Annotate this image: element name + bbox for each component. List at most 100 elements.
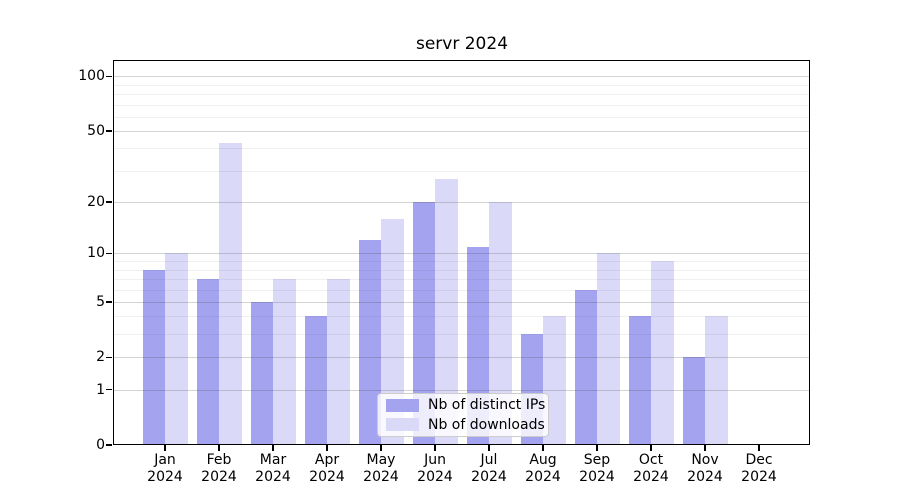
y-tick-label-2: 2: [96, 349, 105, 366]
bar-jun-downloads: [435, 178, 458, 445]
bar-feb-downloads: [219, 142, 242, 445]
x-tick-year-oct: 2024: [633, 469, 669, 485]
bar-nov-distinct-ips: [682, 357, 705, 445]
legend: Nb of distinct IPs Nb of downloads: [377, 393, 549, 437]
bar-nov-downloads: [705, 316, 728, 445]
x-tick-mark-dec: [758, 445, 760, 451]
x-tick-year-jan: 2024: [147, 469, 183, 485]
bar-apr-downloads: [327, 278, 350, 445]
legend-label-downloads: Nb of downloads: [428, 416, 545, 433]
y-tick-mark-100: [106, 75, 112, 78]
x-tick-mark-sep: [596, 445, 598, 451]
bar-oct-downloads: [651, 261, 674, 445]
x-tick-label-feb: Feb 2024: [191, 452, 247, 486]
y-tick-label-0: 0: [96, 437, 105, 453]
y-tick-mark-0: [106, 444, 112, 446]
y-tick-label-50: 50: [87, 122, 105, 139]
x-tick-year-jun: 2024: [417, 469, 453, 485]
x-tick-month-apr: Apr: [314, 452, 340, 468]
y-tick-mark-5: [106, 301, 112, 303]
x-tick-mark-mar: [272, 445, 274, 451]
gridline-major-50: [113, 130, 810, 132]
gridline-major-10: [113, 253, 810, 255]
gridline-minor-40: [113, 148, 810, 150]
x-tick-month-jun: Jun: [424, 452, 446, 468]
x-tick-mark-aug: [542, 445, 544, 451]
bar-may-distinct-ips: [358, 240, 381, 445]
x-tick-label-dec: Dec 2024: [731, 452, 787, 486]
x-tick-label-nov: Nov 2024: [677, 452, 733, 486]
x-tick-label-may: May 2024: [353, 452, 409, 486]
x-tick-year-may: 2024: [363, 469, 399, 485]
x-tick-month-may: May: [366, 452, 396, 468]
x-tick-year-dec: 2024: [741, 469, 777, 485]
x-tick-month-jul: Jul: [480, 452, 498, 468]
y-tick-label-10: 10: [87, 245, 105, 262]
x-tick-label-jul: Jul 2024: [461, 452, 517, 486]
gridline-minor-30: [113, 170, 810, 172]
gridline-minor-90: [113, 84, 810, 86]
legend-entry-distinct-ips: Nb of distinct IPs: [386, 397, 545, 414]
y-tick-label-1: 1: [96, 381, 105, 398]
x-tick-label-mar: Mar 2024: [245, 452, 301, 486]
x-tick-label-jun: Jun 2024: [407, 452, 463, 486]
x-tick-label-sep: Sep 2024: [569, 452, 625, 486]
x-tick-label-aug: Aug 2024: [515, 452, 571, 486]
bar-sep-downloads: [597, 253, 620, 445]
bar-feb-distinct-ips: [196, 278, 219, 445]
gridline-minor-60: [113, 116, 810, 118]
x-tick-mark-jul: [488, 445, 490, 451]
gridline-major-20: [113, 201, 810, 203]
bar-mar-downloads: [273, 278, 296, 445]
gridline-minor-70: [113, 104, 810, 106]
bar-sep-distinct-ips: [574, 289, 597, 445]
x-tick-mark-apr: [326, 445, 328, 451]
x-tick-mark-oct: [650, 445, 652, 451]
bar-jan-downloads: [165, 253, 188, 445]
bar-apr-distinct-ips: [304, 316, 327, 445]
x-tick-mark-may: [380, 445, 382, 451]
bar-jan-distinct-ips: [142, 269, 165, 445]
x-tick-year-aug: 2024: [525, 469, 561, 485]
x-tick-label-apr: Apr 2024: [299, 452, 355, 486]
legend-entry-downloads: Nb of downloads: [386, 417, 545, 434]
x-tick-month-jan: Jan: [154, 452, 176, 468]
x-tick-month-sep: Sep: [583, 452, 611, 468]
x-tick-year-feb: 2024: [201, 469, 237, 485]
x-tick-mark-jun: [434, 445, 436, 451]
gridline-minor-8: [113, 269, 810, 271]
x-tick-month-nov: Nov: [691, 452, 719, 468]
x-tick-label-oct: Oct 2024: [623, 452, 679, 486]
gridline-major-100: [113, 76, 810, 78]
bar-may-downloads: [381, 218, 404, 445]
x-tick-year-apr: 2024: [309, 469, 345, 485]
y-tick-mark-50: [106, 130, 112, 132]
gridline-minor-9: [113, 261, 810, 263]
chart-title: servr 2024: [415, 34, 509, 54]
y-tick-mark-20: [106, 201, 112, 203]
legend-swatch-downloads: [386, 418, 419, 432]
x-tick-month-dec: Dec: [745, 452, 773, 468]
x-tick-year-mar: 2024: [255, 469, 291, 485]
x-tick-year-nov: 2024: [687, 469, 723, 485]
x-tick-mark-feb: [218, 445, 220, 451]
x-tick-mark-nov: [704, 445, 706, 451]
bar-oct-distinct-ips: [628, 316, 651, 445]
x-tick-year-sep: 2024: [579, 469, 615, 485]
x-tick-label-jan: Jan 2024: [137, 452, 193, 486]
legend-label-distinct-ips: Nb of distinct IPs: [428, 397, 546, 414]
y-tick-mark-1: [106, 388, 112, 391]
x-tick-year-jul: 2024: [471, 469, 507, 485]
legend-swatch-distinct-ips: [386, 398, 419, 412]
y-tick-mark-2: [106, 356, 112, 358]
y-tick-label-5: 5: [96, 293, 105, 310]
y-tick-mark-10: [106, 252, 112, 255]
x-tick-month-mar: Mar: [259, 452, 287, 468]
bar-mar-distinct-ips: [250, 301, 273, 445]
x-tick-mark-jan: [164, 445, 166, 451]
x-tick-month-feb: Feb: [206, 452, 232, 468]
y-tick-label-20: 20: [87, 193, 105, 210]
gridline-minor-80: [113, 94, 810, 95]
bar-jul-downloads: [489, 201, 512, 445]
